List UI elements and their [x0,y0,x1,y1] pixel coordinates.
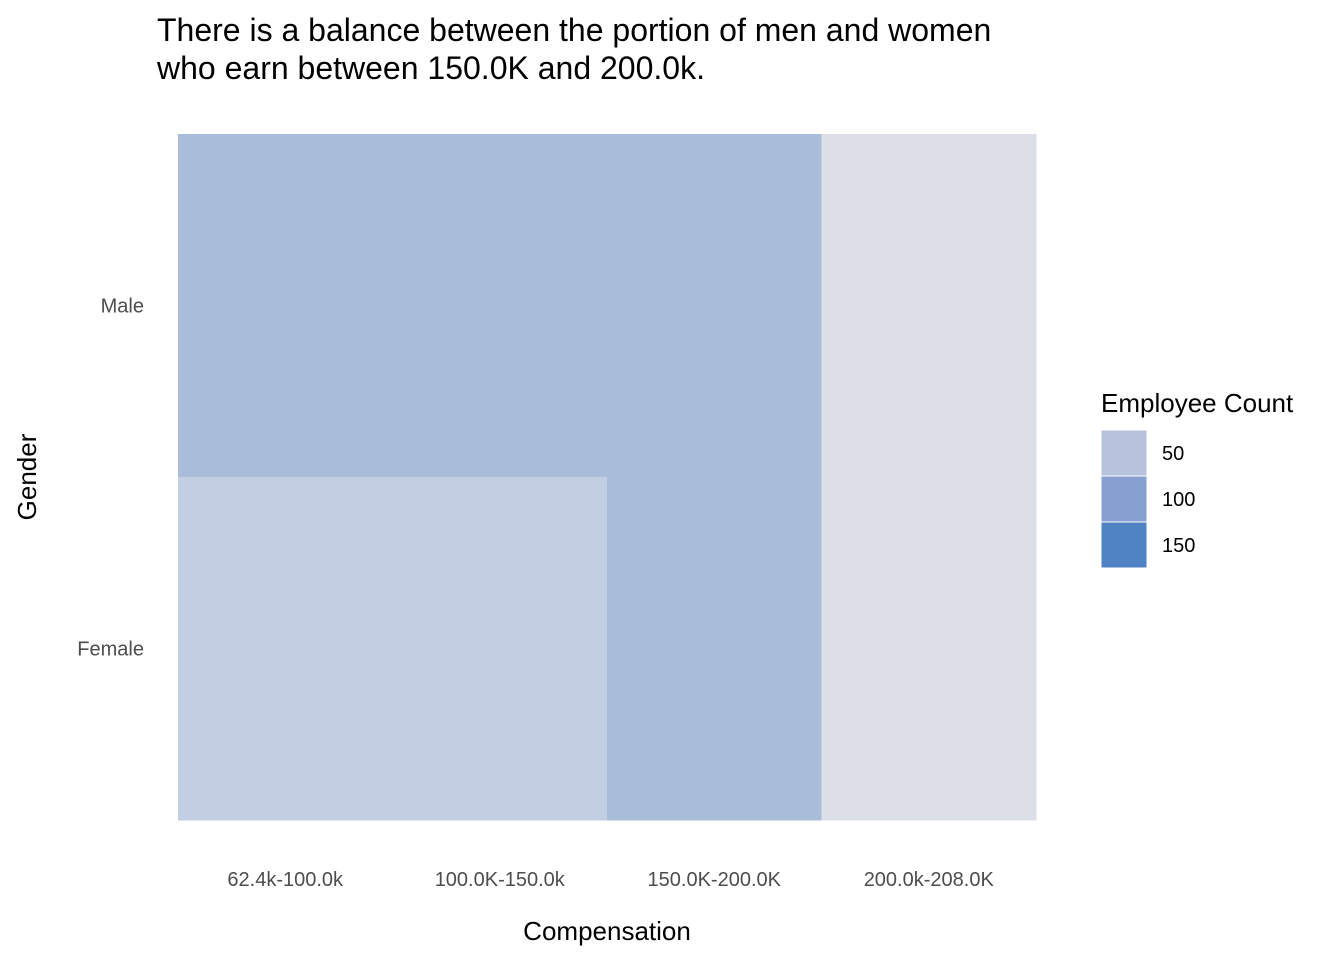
y-tick-label: Male [101,296,144,318]
chart-title-line-2: who earn between 150.0K and 200.0k. [156,50,705,86]
legend-key [1100,475,1148,523]
heatmap-cell-female-1 [392,477,608,821]
x-axis-ticks: 62.4k-100.0k 100.0K-150.0k 150.0K-200.0K 20… [227,869,994,891]
heatmap-cells [178,134,1037,821]
x-tick-label: 62.4k-100.0k [227,869,344,891]
heatmap-cell-male-3 [821,134,1037,478]
legend-label: 100 [1162,489,1195,511]
legend-label: 150 [1162,535,1195,557]
heatmap-cell-female-0 [178,477,393,821]
x-tick-label: 100.0K-150.0k [435,869,566,891]
chart-title: There is a balance between the portion o… [157,12,991,48]
legend-title: Employee Count [1101,388,1294,418]
legend-key [1100,521,1148,569]
y-axis-title: Gender [12,433,42,520]
x-axis-title: Compensation [523,916,691,946]
legend: Employee Count 50 100 150 [1100,388,1294,569]
x-tick-label: 150.0K-200.0K [648,869,782,891]
legend-keys: 50 100 150 [1100,429,1195,569]
heatmap-cell-male-0 [178,134,393,478]
y-tick-label: Female [77,639,144,661]
y-axis-ticks: Female Male [77,296,144,661]
heatmap-cell-male-1 [392,134,608,478]
x-tick-label: 200.0k-208.0K [864,869,995,891]
heatmap-cell-female-2 [607,477,822,821]
heatmap-cell-female-3 [821,477,1037,821]
heatmap-cell-male-2 [607,134,822,478]
legend-key [1100,429,1148,477]
legend-label: 50 [1162,443,1184,465]
